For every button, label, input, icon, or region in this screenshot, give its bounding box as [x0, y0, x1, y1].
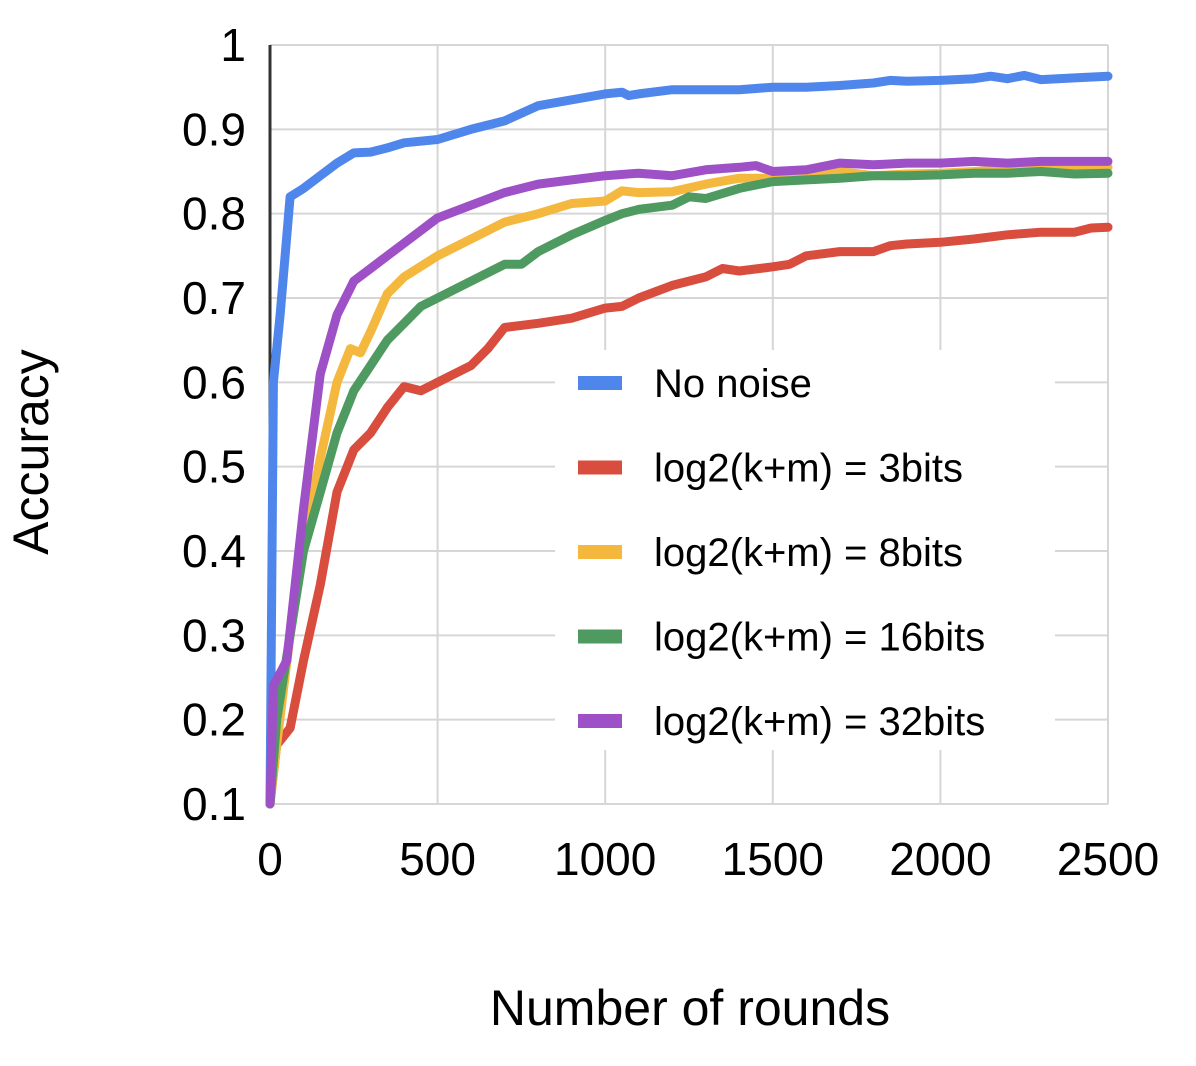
y-tick-label: 0.2 [182, 694, 246, 746]
legend-swatch [578, 460, 622, 475]
series-line-2 [265, 222, 1113, 809]
y-tick-label: 0.6 [182, 356, 246, 408]
y-tick-label: 0.9 [182, 103, 246, 155]
legend-swatch [578, 714, 622, 728]
series-line-4 [265, 167, 1113, 809]
series-line-1 [265, 70, 1113, 809]
y-tick-label: 1 [220, 19, 246, 71]
legend-swatch [578, 376, 622, 390]
x-tick-label: 500 [399, 833, 476, 885]
axes: 0.1 0.2 0.3 0.4 0.5 0.6 0.7 0.8 0.9 1 0 500 1000 1500… [182, 19, 1159, 885]
x-tick-label: 1000 [554, 833, 656, 885]
legend-swatch [578, 629, 622, 644]
y-axis-label: Accuracy [3, 349, 59, 555]
y-tick-label: 0.3 [182, 609, 246, 661]
x-tick-label: 1500 [722, 833, 824, 885]
legend-label: log2(k+m) = 32bits [654, 700, 985, 744]
legend: No noise log2(k+m) = 3bits log2(k+m) = 8bi… [555, 350, 1055, 750]
legend-label: log2(k+m) = 8bits [654, 531, 963, 575]
x-tick-label: 2500 [1057, 833, 1159, 885]
x-axis-label: Number of rounds [490, 980, 890, 1036]
y-tick-label: 0.7 [182, 272, 246, 324]
y-tick-label: 0.1 [182, 778, 246, 830]
legend-swatch [578, 545, 622, 559]
legend-label: log2(k+m) = 16bits [654, 616, 985, 660]
plot-lines [265, 70, 1113, 809]
x-tick-label: 0 [257, 833, 283, 885]
legend-label: log2(k+m) = 3bits [654, 447, 963, 491]
x-tick-label: 2000 [889, 833, 991, 885]
legend-label: No noise [654, 362, 812, 406]
y-tick-label: 0.5 [182, 441, 246, 493]
series-line-5 [265, 156, 1113, 809]
y-tick-label: 0.4 [182, 525, 246, 577]
y-tick-label: 0.8 [182, 188, 246, 240]
legend-background [555, 350, 1055, 750]
